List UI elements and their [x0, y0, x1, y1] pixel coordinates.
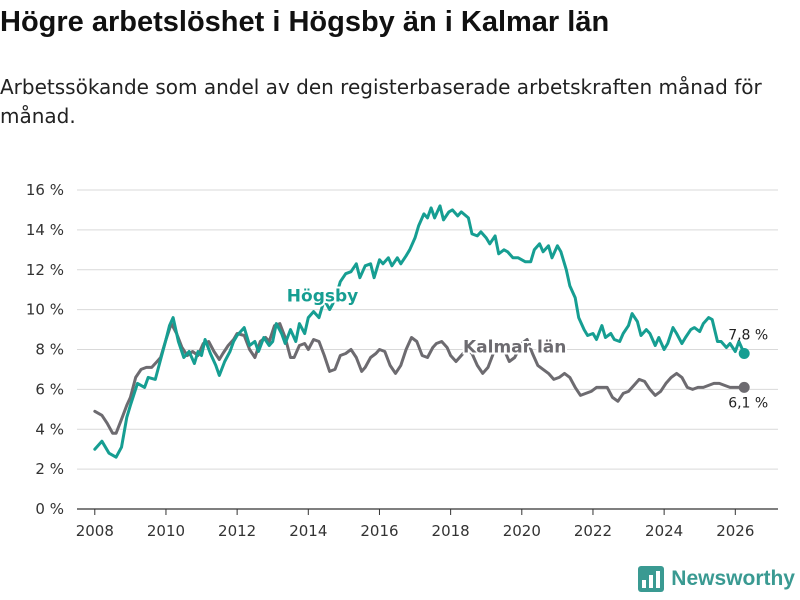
chart-title: Högre arbetslöshet i Högsby än i Kalmar … — [0, 6, 610, 38]
y-tick-label: 16 % — [26, 181, 64, 199]
end-value-label: 6,1 % — [728, 395, 768, 411]
y-tick-label: 4 % — [35, 420, 64, 438]
x-tick-label: 2016 — [360, 522, 398, 540]
y-tick-label: 12 % — [26, 261, 64, 279]
y-tick-label: 0 % — [35, 500, 64, 518]
series-label: Högsby — [287, 287, 358, 307]
y-tick-label: 2 % — [35, 460, 64, 478]
x-tick-label: 2024 — [645, 522, 683, 540]
x-tick-label: 2014 — [289, 522, 327, 540]
end-value-label: 7,8 % — [728, 327, 768, 343]
brand-logo: Newsworthy — [638, 564, 795, 594]
y-tick-label: 14 % — [26, 221, 64, 239]
y-tick-label: 6 % — [35, 380, 64, 398]
series-end-point-hogsby — [738, 347, 750, 359]
series-line-kalmar — [93, 322, 746, 435]
brand-name: Newsworthy — [671, 567, 795, 590]
x-tick-label: 2018 — [432, 522, 470, 540]
x-tick-label: 2008 — [76, 522, 114, 540]
x-tick-label: 2020 — [503, 522, 541, 540]
series-line-hogsby — [93, 204, 746, 459]
series-label: Kalmar län — [463, 337, 566, 357]
x-tick-label: 2012 — [218, 522, 256, 540]
x-tick-label: 2022 — [574, 522, 612, 540]
x-tick-label: 2026 — [716, 522, 754, 540]
series-end-point-kalmar — [738, 381, 750, 393]
y-tick-label: 8 % — [35, 341, 64, 359]
x-tick-label: 2010 — [147, 522, 185, 540]
chart-subtitle: Arbetssökande som andel av den registerb… — [0, 75, 762, 128]
bar-chart-logo-icon — [638, 566, 665, 592]
y-tick-label: 10 % — [26, 301, 64, 319]
